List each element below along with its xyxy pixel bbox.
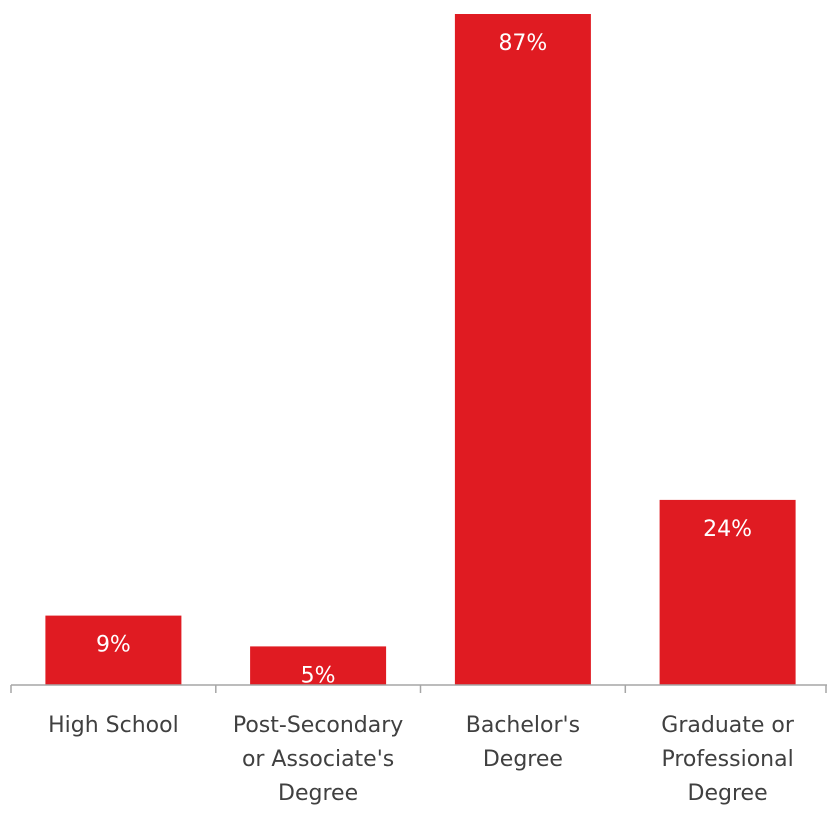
category-label-line: Post-Secondary [233, 713, 403, 738]
bar-post-secondary [250, 646, 387, 685]
x-axis [10, 684, 827, 693]
data-label-post-secondary: 5% [301, 663, 336, 688]
category-labels-group: High School Post-Secondary or Associate's D… [48, 713, 795, 806]
category-label-bachelors: Bachelor's Degree [466, 713, 580, 772]
data-label-bachelors: 87% [498, 31, 547, 56]
category-label-line: Degree [278, 781, 358, 806]
data-label-graduate: 24% [703, 517, 752, 542]
bar-high-school [45, 615, 182, 685]
bar-graduate [659, 499, 796, 685]
bars-group [45, 14, 796, 685]
category-label-line: Graduate or [661, 713, 795, 738]
category-label-graduate: Graduate or Professional Degree [661, 713, 795, 806]
category-label-line: High School [48, 713, 179, 738]
data-labels-group: 9% 5% 87% 24% [96, 31, 752, 688]
category-label-line: or Associate's [242, 747, 394, 772]
category-label-post-secondary: Post-Secondary or Associate's Degree [233, 713, 403, 806]
category-label-line: Bachelor's [466, 713, 580, 738]
category-label-line: Degree [688, 781, 768, 806]
category-label-high-school: High School [48, 713, 179, 738]
data-label-high-school: 9% [96, 633, 131, 658]
category-label-line: Degree [483, 747, 563, 772]
category-label-line: Professional [661, 747, 793, 772]
bar-bachelors [454, 14, 591, 685]
